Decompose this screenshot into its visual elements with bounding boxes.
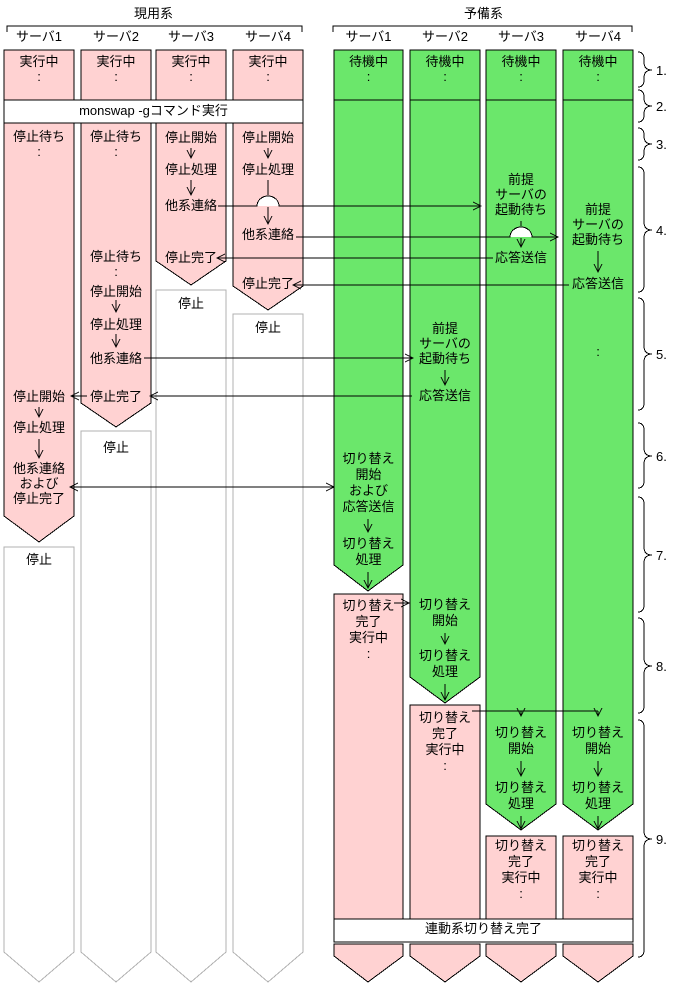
active3-contact: 他系連絡 (164, 198, 217, 213)
switch-complete-band-label: 連動系切り替え完了 (424, 921, 542, 936)
active2-stopped: 停止 (102, 440, 129, 455)
standby2-switch-proc: 切り替え 処理 (418, 648, 471, 679)
step-number-7: 7. (656, 548, 667, 563)
active-group-label: 現用系 (133, 6, 173, 21)
standby2-prereq-wait: 前提 サーバの 起動待ち (418, 321, 471, 366)
active1-stop-start: 停止開始 (12, 389, 65, 404)
standby2-switch-start: 切り替え 開始 (418, 597, 471, 628)
standby-server4-label: サーバ4 (574, 29, 622, 44)
active3-stop-done: 停止完了 (164, 250, 217, 265)
standby3-prereq-wait: 前提 サーバの 起動待ち (494, 172, 547, 217)
standby2-switch-done: 切り替え 完了 実行中 : (418, 710, 471, 773)
active-server1-label: サーバ1 (15, 29, 63, 44)
active1-running: 実行中 : (19, 54, 59, 84)
step-number-8: 8. (656, 659, 667, 674)
standby1-switch-proc: 切り替え 処理 (342, 536, 395, 567)
standby4-response: 応答送信 (571, 276, 624, 291)
standby3-switch-start: 切り替え 開始 (494, 725, 547, 756)
standby-server3-label: サーバ3 (497, 29, 545, 44)
standby2-response: 応答送信 (418, 388, 471, 403)
active4-stop-start: 停止開始 (241, 130, 294, 145)
active1-contact-and-done: 他系連絡 および 停止完了 (12, 461, 65, 506)
flow-arrows (39, 148, 598, 829)
standby-server1-label: サーバ1 (345, 29, 392, 44)
standby-group-label: 予備系 (463, 6, 503, 21)
switch-complete-band-box (333, 918, 634, 943)
active4-stop-done: 停止完了 (241, 276, 294, 291)
step-braces (637, 51, 653, 958)
arrow-srv3-contact-to-standby3 (218, 195, 481, 206)
active-server4-label: サーバ4 (244, 29, 292, 44)
step-number-3: 3. (656, 137, 667, 152)
active3-running: 実行中 : (171, 54, 211, 84)
arrow-srv4-contact-to-standby4 (296, 226, 558, 237)
step-number-5: 5. (656, 347, 667, 362)
active-running-boxes (3, 49, 304, 101)
active-stop-columns (3, 122, 304, 543)
active4-stopped: 停止 (254, 320, 281, 335)
standby3-waiting: 待機中 : (501, 54, 541, 84)
step-number-9: 9. (656, 832, 667, 847)
step-number-4: 4. (656, 223, 667, 238)
active3-stop-proc: 停止処理 (164, 162, 217, 177)
standby-columns (333, 99, 634, 831)
standby-switched-boxes (333, 593, 634, 920)
standby-waiting-boxes (333, 49, 634, 101)
active2-stop-proc: 停止処理 (89, 317, 142, 332)
standby1-waiting: 待機中 : (348, 54, 388, 84)
monswap-band-box (3, 99, 304, 124)
standby4-switch-done: 切り替え 完了 実行中 : (571, 838, 624, 901)
active4-stop-proc: 停止処理 (241, 162, 294, 177)
standby4-ellipsis: : (596, 344, 600, 359)
step-number-1: 1. (656, 63, 667, 78)
active-server3-label: サーバ3 (167, 29, 215, 44)
standby4-switch-proc: 切り替え 処理 (571, 780, 624, 811)
active1-stop-waiting: 停止待ち : (12, 129, 65, 159)
active2-running: 実行中 : (96, 54, 136, 84)
standby1-switch-start: 切り替え 開始 および 応答送信 (342, 451, 395, 514)
standby4-waiting: 待機中 : (578, 54, 618, 84)
active2-stop-waiting: 停止待ち : (89, 129, 142, 159)
active1-stopped: 停止 (25, 552, 52, 567)
message-arrows (70, 195, 598, 716)
active2-contact: 他系連絡 (89, 351, 142, 366)
monswap-band-label: monswap -gコマンド実行 (79, 103, 228, 118)
standby2-waiting: 待機中 : (425, 54, 465, 84)
active-group-bracket (6, 25, 303, 32)
active2-stop-done: 停止完了 (89, 389, 142, 404)
active2-stop-waiting2: 停止待ち : (89, 249, 142, 279)
standby-running-tails (333, 943, 634, 983)
standby4-prereq-wait: 前提 サーバの 起動待ち (571, 202, 624, 247)
step-number-6: 6. (656, 449, 667, 464)
step-number-2: 2. (656, 99, 667, 114)
active-server2-label: サーバ2 (92, 29, 140, 44)
standby3-switch-proc: 切り替え 処理 (494, 780, 547, 811)
standby3-response: 応答送信 (494, 250, 547, 265)
active1-stop-proc: 停止処理 (12, 420, 65, 435)
standby4-switch-start: 切り替え 開始 (571, 725, 624, 756)
standby3-switch-done: 切り替え 完了 実行中 : (494, 838, 547, 901)
standby-group-bracket (332, 25, 633, 32)
standby-server2-label: サーバ2 (421, 29, 469, 44)
active4-contact: 他系連絡 (241, 227, 294, 242)
active2-stop-start: 停止開始 (89, 284, 142, 299)
active3-stopped: 停止 (177, 296, 204, 311)
active3-stop-start: 停止開始 (164, 130, 217, 145)
active4-running: 実行中 : (248, 54, 288, 84)
standby1-switch-done: 切り替え 完了 実行中 : (342, 598, 395, 661)
active-stopped-columns (3, 289, 304, 983)
